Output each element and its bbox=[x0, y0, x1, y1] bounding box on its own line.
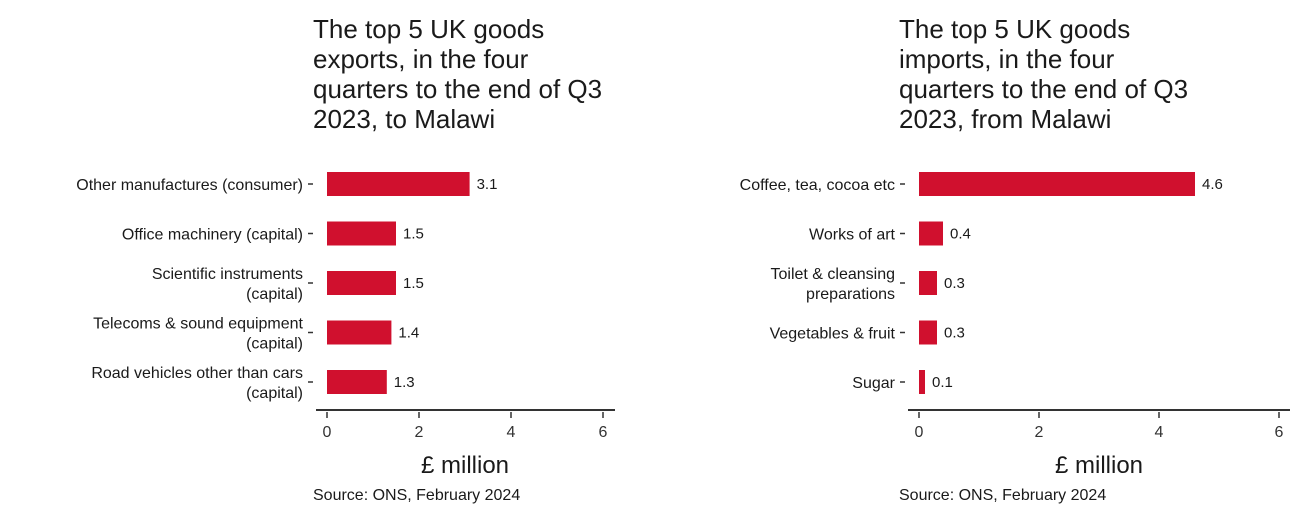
value-label: 1.5 bbox=[403, 275, 424, 292]
category-label: Coffee, tea, cocoa etc bbox=[740, 177, 895, 194]
category-label: Office machinery (capital) bbox=[122, 227, 303, 244]
imports-bar-chart: Coffee, tea, cocoa etc 4.6 Works of art 0.4… bbox=[740, 172, 1290, 479]
category-label: Telecoms & sound equipment bbox=[93, 316, 303, 333]
x-tick-label: 2 bbox=[1035, 424, 1044, 441]
value-label: 0.1 bbox=[932, 374, 953, 391]
value-label: 3.1 bbox=[477, 176, 498, 193]
imports-chart-panel: The top 5 UK goods imports, in the four … bbox=[645, 0, 1290, 508]
x-tick-label: 0 bbox=[915, 424, 924, 441]
bar bbox=[327, 172, 470, 196]
x-tick-label: 6 bbox=[1275, 424, 1284, 441]
x-tick-label: 4 bbox=[507, 424, 516, 441]
bar bbox=[327, 320, 392, 345]
chart-title: The top 5 UK goods imports, in the four … bbox=[899, 14, 1189, 134]
exports-bar-chart: Other manufactures (consumer) 3.1 Office m… bbox=[76, 172, 615, 479]
x-tick-label: 0 bbox=[323, 424, 332, 441]
bar bbox=[327, 271, 396, 295]
value-label: 0.3 bbox=[944, 325, 965, 342]
value-label: 0.4 bbox=[950, 226, 971, 243]
value-label: 0.3 bbox=[944, 275, 965, 292]
category-label: Toilet & cleansing bbox=[770, 266, 895, 283]
category-label: Vegetables & fruit bbox=[770, 326, 896, 343]
bar bbox=[919, 370, 925, 394]
category-label: Other manufactures (consumer) bbox=[76, 177, 303, 194]
category-label: Works of art bbox=[809, 227, 896, 244]
category-label: (capital) bbox=[246, 385, 303, 402]
chart-title: The top 5 UK goods exports, in the four … bbox=[313, 14, 603, 134]
category-label: (capital) bbox=[246, 336, 303, 353]
bar bbox=[919, 320, 937, 345]
exports-chart-panel: The top 5 UK goods exports, in the four … bbox=[76, 14, 615, 504]
bar bbox=[919, 271, 937, 295]
x-tick-label: 2 bbox=[415, 424, 424, 441]
category-label: Sugar bbox=[852, 375, 895, 392]
chart-source: Source: ONS, February 2024 bbox=[899, 487, 1107, 504]
bar bbox=[327, 370, 387, 394]
category-label: (capital) bbox=[246, 286, 303, 303]
chart-source: Source: ONS, February 2024 bbox=[313, 487, 521, 504]
bar bbox=[327, 221, 396, 246]
category-label: Scientific instruments bbox=[152, 266, 303, 283]
bar bbox=[919, 221, 943, 246]
value-label: 1.4 bbox=[398, 325, 419, 342]
category-label: Road vehicles other than cars bbox=[91, 365, 303, 382]
category-label: preparations bbox=[806, 286, 895, 303]
bar bbox=[919, 172, 1195, 196]
x-axis-title: £ million bbox=[1055, 452, 1143, 479]
x-tick-label: 4 bbox=[1155, 424, 1164, 441]
value-label: 4.6 bbox=[1202, 176, 1223, 193]
x-axis-title: £ million bbox=[421, 452, 509, 479]
value-label: 1.5 bbox=[403, 226, 424, 243]
value-label: 1.3 bbox=[394, 374, 415, 391]
x-tick-label: 6 bbox=[599, 424, 608, 441]
